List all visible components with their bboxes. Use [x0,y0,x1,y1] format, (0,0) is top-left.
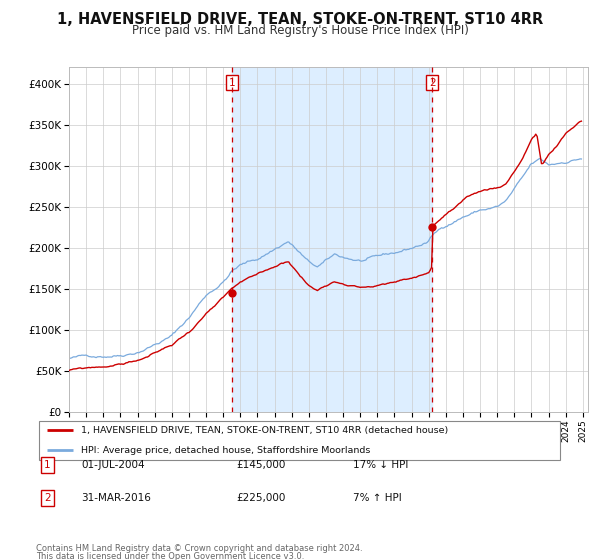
Text: Contains HM Land Registry data © Crown copyright and database right 2024.: Contains HM Land Registry data © Crown c… [36,544,362,553]
Text: 1, HAVENSFIELD DRIVE, TEAN, STOKE-ON-TRENT, ST10 4RR (detached house): 1, HAVENSFIELD DRIVE, TEAN, STOKE-ON-TRE… [81,426,448,435]
Text: This data is licensed under the Open Government Licence v3.0.: This data is licensed under the Open Gov… [36,552,304,560]
Text: 7% ↑ HPI: 7% ↑ HPI [353,493,401,503]
Text: HPI: Average price, detached house, Staffordshire Moorlands: HPI: Average price, detached house, Staf… [81,446,370,455]
Text: 1: 1 [229,78,235,88]
Text: 17% ↓ HPI: 17% ↓ HPI [353,460,408,470]
Text: 01-JUL-2004: 01-JUL-2004 [81,460,145,470]
Bar [232,67,432,412]
Text: £225,000: £225,000 [236,493,286,503]
Text: £145,000: £145,000 [236,460,286,470]
Text: Price paid vs. HM Land Registry's House Price Index (HPI): Price paid vs. HM Land Registry's House … [131,24,469,37]
Text: 1: 1 [44,460,51,470]
Text: 31-MAR-2016: 31-MAR-2016 [81,493,151,503]
Text: 2: 2 [429,78,436,88]
Text: 2: 2 [44,493,51,503]
Text: 1, HAVENSFIELD DRIVE, TEAN, STOKE-ON-TRENT, ST10 4RR: 1, HAVENSFIELD DRIVE, TEAN, STOKE-ON-TRE… [57,12,543,27]
FancyBboxPatch shape [38,421,560,460]
